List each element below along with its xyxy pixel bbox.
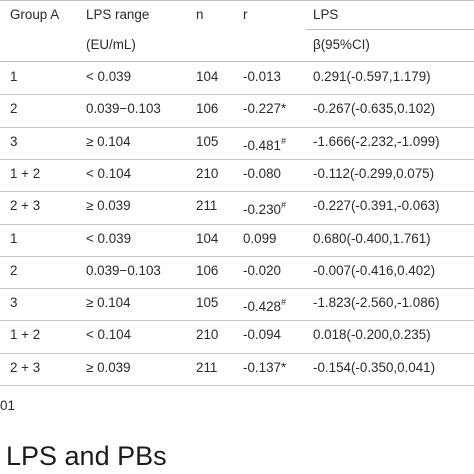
- row-group: 1 + 2: [10, 327, 41, 343]
- header-lps-range-unit: (EU/mL): [86, 37, 136, 52]
- row-n: 211: [196, 359, 218, 375]
- row-divider: [0, 94, 474, 95]
- row-group: 3: [10, 295, 18, 311]
- row-beta-ci: 0.291(-0.597,1.179): [313, 69, 431, 84]
- row-group: 2: [10, 262, 18, 278]
- row-divider: [0, 224, 474, 225]
- row-r-value: -0.428: [243, 299, 281, 315]
- row-divider: [0, 288, 474, 289]
- row-group: 1: [10, 230, 18, 246]
- row-r-value: -0.094: [243, 327, 281, 343]
- row-divider: [0, 256, 474, 257]
- row-r-value: -0.481: [243, 137, 281, 153]
- row-group: 3: [10, 133, 18, 149]
- header-n: n: [196, 7, 204, 22]
- row-r-value: 0.099: [243, 230, 277, 246]
- row-group: 2: [10, 101, 18, 117]
- header-beta: β(95%CI): [313, 37, 370, 52]
- row-beta-ci: 0.680(-0.400,1.761): [313, 230, 431, 246]
- row-lps-range: < 0.039: [86, 230, 132, 246]
- header-bottom-rule: [0, 61, 474, 62]
- row-divider: [0, 127, 474, 128]
- row-r-superscript: #: [280, 200, 286, 211]
- row-r-value: -0.020: [243, 262, 281, 278]
- row-beta-ci: -0.227(-0.391,-0.063): [313, 198, 440, 214]
- row-r-value: -0.230: [243, 202, 281, 218]
- row-r: -0.428#: [243, 297, 286, 315]
- row-group: 2 + 3: [10, 359, 41, 375]
- row-beta-ci: -0.154(-0.350,0.041): [313, 359, 436, 375]
- row-n: 210: [196, 165, 219, 181]
- row-lps-range: < 0.039: [86, 69, 132, 84]
- row-divider: [0, 320, 474, 321]
- row-beta-ci: -1.823(-2.560,-1.086): [313, 295, 440, 311]
- row-group: 1 + 2: [10, 165, 41, 181]
- row-group: 1: [10, 69, 18, 84]
- header-group: Group A: [10, 7, 60, 22]
- header-lps-range: LPS range: [86, 7, 150, 22]
- row-r: -0.094: [243, 327, 281, 343]
- row-beta-ci: -0.267(-0.635,0.102): [313, 101, 436, 117]
- footnote: 01: [0, 398, 15, 413]
- table-top-rule: [0, 0, 474, 1]
- row-r: -0.137*: [243, 360, 286, 376]
- row-lps-range: ≥ 0.039: [86, 359, 131, 375]
- row-lps-range: < 0.104: [86, 165, 132, 181]
- row-lps-range: ≥ 0.039: [86, 198, 131, 214]
- row-n: 105: [196, 295, 219, 311]
- row-r-value: -0.080: [243, 165, 281, 181]
- row-n: 106: [196, 262, 219, 278]
- row-n: 210: [196, 327, 219, 343]
- row-beta-ci: -0.112(-0.299,0.075): [313, 165, 435, 181]
- row-n: 106: [196, 101, 219, 117]
- row-group: 2 + 3: [10, 198, 41, 214]
- row-lps-range: 0.039−0.103: [86, 101, 161, 117]
- row-r: -0.481#: [243, 135, 286, 154]
- row-r-superscript: #: [280, 297, 286, 308]
- row-r: -0.227*: [243, 101, 286, 117]
- lps-header-underline: [306, 29, 474, 30]
- header-lps: LPS: [313, 7, 339, 22]
- row-n: 104: [196, 69, 219, 84]
- row-beta-ci: 0.018(-0.200,0.235): [313, 327, 431, 343]
- row-lps-range: 0.039−0.103: [86, 262, 161, 278]
- row-r-value: -0.013: [243, 69, 281, 84]
- row-divider: [0, 159, 474, 160]
- row-n: 104: [196, 230, 219, 246]
- row-divider: [0, 353, 474, 354]
- row-divider: [0, 385, 474, 386]
- row-r: -0.013: [243, 69, 281, 85]
- row-r: -0.230#: [243, 200, 286, 218]
- row-lps-range: ≥ 0.104: [86, 295, 131, 311]
- row-r-value: -0.227*: [243, 101, 287, 117]
- row-r: 0.099: [243, 231, 277, 247]
- row-beta-ci: -0.007(-0.416,0.402): [313, 262, 436, 278]
- row-n: 105: [196, 133, 219, 149]
- row-r: -0.020: [243, 263, 281, 279]
- row-r-superscript: #: [280, 135, 286, 146]
- row-r-value: -0.137*: [243, 359, 287, 375]
- section-heading: LPS and PBs: [6, 441, 167, 471]
- row-divider: [0, 191, 474, 192]
- row-beta-ci: -1.666(-2.232,-1.099): [313, 133, 440, 149]
- row-n: 211: [196, 198, 218, 214]
- row-lps-range: < 0.104: [86, 327, 132, 343]
- header-r: r: [243, 7, 248, 22]
- row-lps-range: ≥ 0.104: [86, 133, 131, 149]
- row-r: -0.080: [243, 166, 281, 182]
